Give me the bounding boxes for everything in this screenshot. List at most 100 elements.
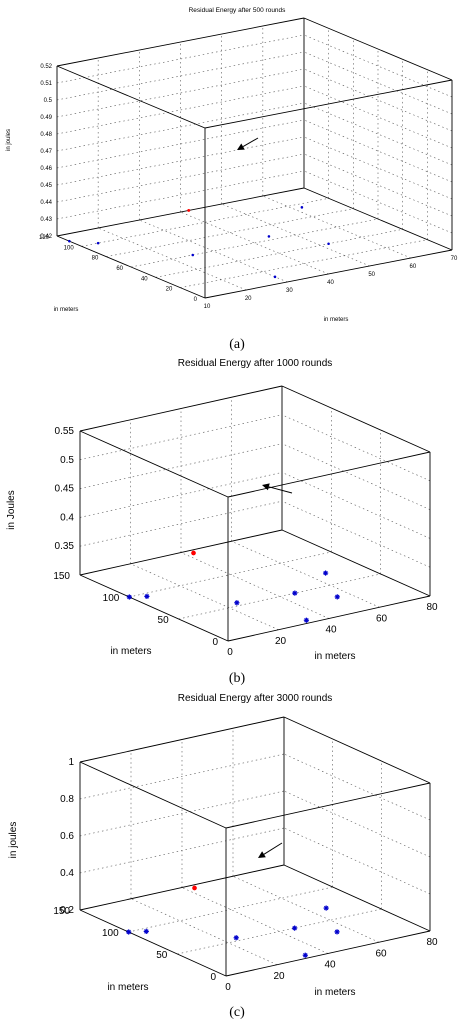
x-tick-label: 60 xyxy=(409,264,416,270)
grid-line xyxy=(177,908,382,955)
grid-line xyxy=(281,500,431,568)
z-tick-label: 0.6 xyxy=(60,831,74,842)
data-point xyxy=(334,929,340,935)
grid-line xyxy=(303,170,453,234)
y-tick-label: 20 xyxy=(166,287,173,293)
panel-c-zlabel: in joules xyxy=(8,822,19,859)
z-tick-label: 0.48 xyxy=(40,132,52,138)
z-tick-label: 0.45 xyxy=(40,183,52,189)
axis-box-edge xyxy=(225,930,431,977)
data-point xyxy=(322,570,329,576)
z-tick-label: 0.42 xyxy=(40,234,52,240)
grid-line xyxy=(130,563,279,631)
axis-box-edge xyxy=(79,385,283,432)
axis-box-edge xyxy=(79,761,227,829)
data-point-stroke xyxy=(126,929,131,935)
panel-b-title: Residual Energy after 1000 rounds xyxy=(178,358,333,369)
data-point xyxy=(234,600,240,606)
panel-a: Residual Energy after 500 rounds in joul… xyxy=(6,7,458,352)
sink-node-point xyxy=(187,208,191,212)
z-tick-label: 0.49 xyxy=(40,115,52,121)
x-tick-label: 40 xyxy=(327,280,334,286)
sink-node-point xyxy=(191,550,196,556)
data-point-stroke xyxy=(234,935,239,940)
axis-box-edge xyxy=(79,716,285,763)
x-tick-label: 80 xyxy=(426,937,438,948)
x-tick-label: 10 xyxy=(204,304,211,310)
grid-line xyxy=(56,68,305,118)
panel-b-caption: (b) xyxy=(229,671,246,686)
grid-line xyxy=(56,119,305,169)
panel-b-zlabel: in Joules xyxy=(6,490,17,529)
grid-line xyxy=(128,886,333,933)
z-tick-label: 0.44 xyxy=(40,200,52,206)
y-tick-label: 60 xyxy=(116,266,123,272)
data-point xyxy=(68,239,71,243)
data-point xyxy=(300,206,304,209)
z-tick-label: 0.46 xyxy=(40,166,52,172)
annotation-arrow-shaft xyxy=(268,486,293,494)
axis-box-edge xyxy=(56,235,206,299)
grid-line xyxy=(130,898,278,966)
z-tick-label: 0.43 xyxy=(40,217,52,223)
grid-line xyxy=(281,443,431,510)
axis-box-edge xyxy=(56,17,305,67)
axis-box-edge xyxy=(56,187,305,237)
y-tick-label: 80 xyxy=(92,256,99,262)
grid-line xyxy=(106,208,354,257)
data-point-stroke xyxy=(292,925,297,931)
grid-line xyxy=(79,790,285,837)
grid-line xyxy=(79,472,283,518)
axis-box-edge xyxy=(227,595,431,642)
grid-line xyxy=(232,875,380,943)
grid-line xyxy=(56,34,305,84)
data-point-stroke xyxy=(323,570,328,576)
y-tick-label: 0 xyxy=(194,297,198,303)
x-tick-label: 40 xyxy=(325,625,337,636)
data-point-stroke xyxy=(303,953,308,958)
data-point-stroke xyxy=(144,594,150,599)
grid-line xyxy=(180,239,428,288)
grid-line xyxy=(56,85,305,135)
z-tick-label: 0.4 xyxy=(60,868,74,879)
z-tick-label: 0.52 xyxy=(40,64,52,70)
data-point xyxy=(327,242,330,246)
axis-box-edge xyxy=(79,909,227,977)
x-tick-label: 40 xyxy=(324,960,336,971)
data-point-stroke xyxy=(334,929,340,935)
data-point xyxy=(303,617,309,623)
sink-node-point xyxy=(192,885,197,891)
data-point-stroke xyxy=(323,905,329,911)
axis-box-edge xyxy=(303,187,453,251)
x-tick-label: 20 xyxy=(275,636,287,647)
axis-box-edge xyxy=(283,716,431,784)
data-point xyxy=(144,593,150,599)
z-tick-label: 0.5 xyxy=(44,98,53,104)
data-point xyxy=(292,925,298,931)
grid-line xyxy=(180,211,329,275)
panel-a-title: Residual Energy after 500 rounds xyxy=(189,7,287,14)
x-tick-label: 20 xyxy=(273,971,285,982)
data-point-stroke xyxy=(127,594,132,600)
axis-box-edge xyxy=(79,864,285,911)
axis-box-edge xyxy=(283,864,431,932)
grid-line xyxy=(155,229,403,278)
axis-box-edge xyxy=(79,430,229,498)
data-point xyxy=(323,905,329,911)
x-tick-label: 70 xyxy=(451,256,458,262)
z-tick-label: 0.55 xyxy=(55,426,75,437)
grid-line xyxy=(303,153,453,217)
data-point xyxy=(292,590,298,596)
data-point xyxy=(126,594,132,600)
panel-c: Residual Energy after 3000 rounds in jou… xyxy=(8,693,438,1020)
panel-c-ylabel: in meters xyxy=(107,982,148,993)
y-tick-label: 120 xyxy=(39,235,50,241)
z-tick-label: 0.8 xyxy=(60,794,74,805)
data-point xyxy=(96,241,100,245)
grid-line xyxy=(79,827,285,874)
y-tick-label: 50 xyxy=(158,615,170,626)
y-tick-label: 150 xyxy=(53,906,70,917)
grid-line xyxy=(283,790,431,858)
z-tick-label: 0.51 xyxy=(40,81,52,87)
